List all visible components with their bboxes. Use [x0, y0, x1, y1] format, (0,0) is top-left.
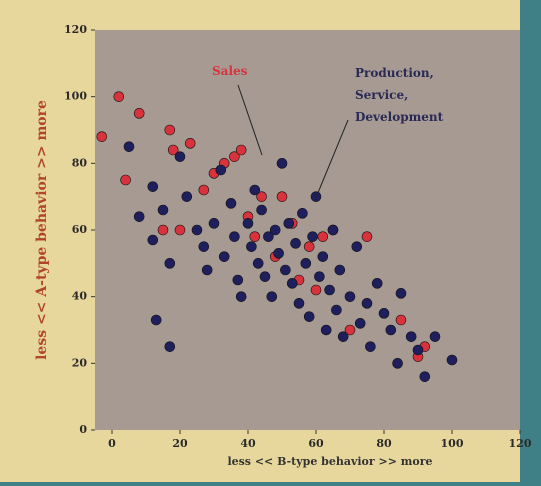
point [124, 142, 134, 152]
point [148, 235, 158, 245]
point [352, 242, 362, 252]
point [97, 132, 107, 142]
point [250, 185, 260, 195]
point [260, 272, 270, 282]
point [216, 165, 226, 175]
point [274, 248, 284, 258]
point [134, 108, 144, 118]
point [318, 252, 328, 262]
point [430, 332, 440, 342]
x-tick-label: 40 [240, 437, 256, 450]
point [121, 175, 131, 185]
point [287, 278, 297, 288]
point [182, 192, 192, 202]
y-axis-label: less << A-type behavior >> more [34, 100, 50, 360]
y-tick-label: 80 [72, 156, 88, 169]
point [236, 292, 246, 302]
point [325, 285, 335, 295]
point [372, 278, 382, 288]
point [386, 325, 396, 335]
point [202, 265, 212, 275]
point [314, 272, 324, 282]
point [447, 355, 457, 365]
point [335, 265, 345, 275]
point [318, 232, 328, 242]
y-tick-label: 40 [72, 290, 88, 303]
point [406, 332, 416, 342]
x-tick-label: 120 [509, 437, 532, 450]
point [165, 342, 175, 352]
y-tick-label: 0 [79, 423, 87, 436]
point [308, 232, 318, 242]
point [114, 92, 124, 102]
point [185, 138, 195, 148]
point [393, 358, 403, 368]
point [311, 285, 321, 295]
point [229, 232, 239, 242]
page: less << B-type behavior >> more less << … [0, 0, 541, 482]
point [165, 258, 175, 268]
point [379, 308, 389, 318]
x-tick-label: 0 [108, 437, 116, 450]
point [253, 258, 263, 268]
point [233, 275, 243, 285]
point [280, 265, 290, 275]
point [226, 198, 236, 208]
point [209, 218, 219, 228]
point [175, 152, 185, 162]
point [420, 372, 430, 382]
point [243, 218, 253, 228]
point [396, 315, 406, 325]
point [267, 292, 277, 302]
point [413, 345, 423, 355]
x-tick-label: 20 [172, 437, 188, 450]
point [277, 192, 287, 202]
point [362, 298, 372, 308]
point [345, 292, 355, 302]
point [151, 315, 161, 325]
x-axis-label: less << B-type behavior >> more [227, 455, 432, 468]
point [297, 208, 307, 218]
y-tick-label: 120 [64, 23, 87, 36]
point [304, 312, 314, 322]
point [331, 305, 341, 315]
point [246, 242, 256, 252]
x-tick-label: 80 [376, 437, 392, 450]
point [355, 318, 365, 328]
point [219, 252, 229, 262]
y-tick-label: 60 [72, 223, 88, 236]
point [396, 288, 406, 298]
point [175, 225, 185, 235]
point [148, 182, 158, 192]
point [270, 225, 280, 235]
point [192, 225, 202, 235]
point [158, 225, 168, 235]
point [284, 218, 294, 228]
x-tick-label: 100 [441, 437, 464, 450]
point [304, 242, 314, 252]
point [257, 205, 267, 215]
point [328, 225, 338, 235]
point [250, 232, 260, 242]
y-tick-label: 20 [72, 356, 88, 369]
point [277, 158, 287, 168]
series-label: Sales [212, 60, 272, 82]
point [158, 205, 168, 215]
point [134, 212, 144, 222]
point [338, 332, 348, 342]
x-tick-label: 60 [308, 437, 324, 450]
point [199, 242, 209, 252]
point [301, 258, 311, 268]
point [294, 298, 304, 308]
y-tick-label: 100 [64, 90, 87, 103]
point [236, 145, 246, 155]
point [362, 232, 372, 242]
point [291, 238, 301, 248]
point [365, 342, 375, 352]
series-label: Production, Service, Development [355, 62, 445, 128]
point [321, 325, 331, 335]
point [165, 125, 175, 135]
point [199, 185, 209, 195]
